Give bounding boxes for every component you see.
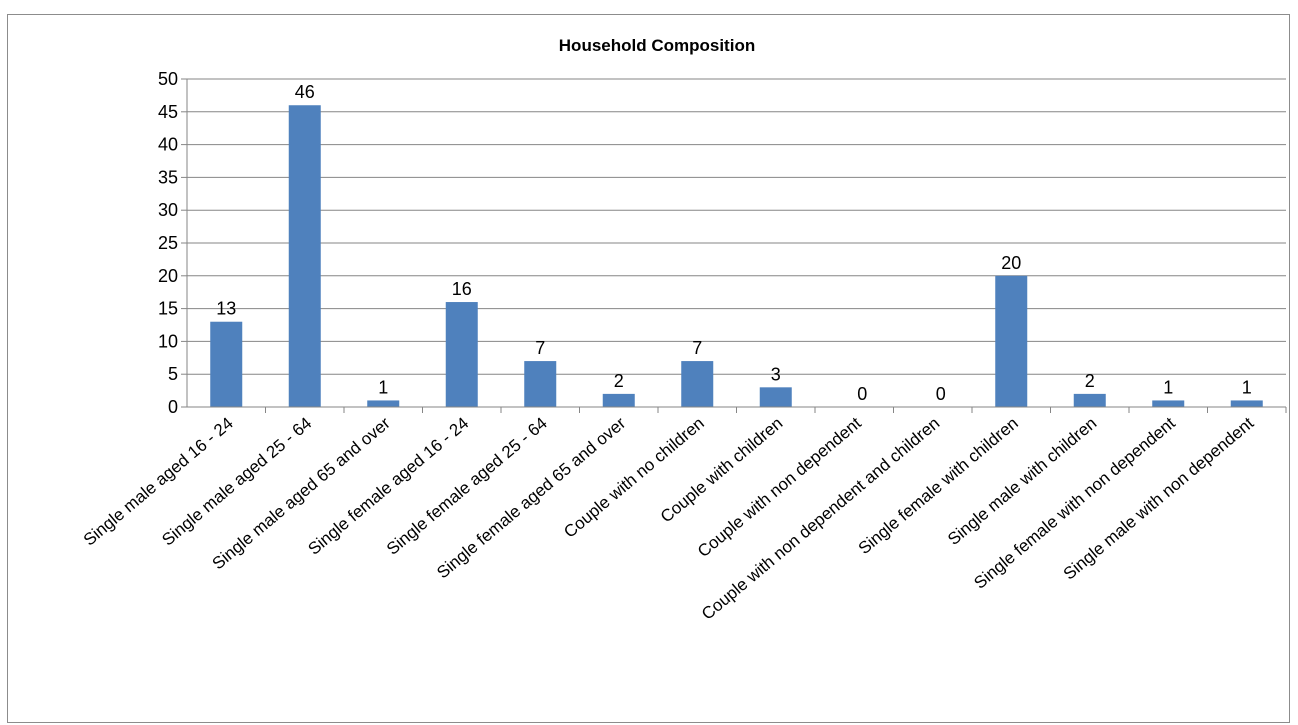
data-label: 1 <box>1242 377 1252 397</box>
y-tick-label: 20 <box>158 266 178 286</box>
data-label: 2 <box>1085 371 1095 391</box>
y-tick-label: 5 <box>168 364 178 384</box>
category-label: Single male aged 16 - 24 <box>80 414 237 550</box>
data-label: 3 <box>771 364 781 384</box>
bar <box>1073 393 1106 407</box>
y-tick-label: 25 <box>158 233 178 253</box>
y-tick-label: 0 <box>168 397 178 417</box>
chart-frame: Household Composition 0 5 10 15 20 25 30 35 40 45… <box>7 14 1290 723</box>
data-label: 7 <box>692 338 702 358</box>
axes <box>181 78 1287 413</box>
data-label: 13 <box>216 299 236 319</box>
bar <box>524 361 557 407</box>
bar <box>210 321 243 407</box>
bars <box>210 105 1263 408</box>
data-label: 7 <box>535 338 545 358</box>
bar <box>1230 400 1263 407</box>
category-label: Single female aged 25 - 64 <box>383 414 551 559</box>
category-label: Single female aged 16 - 24 <box>304 414 472 559</box>
y-tick-label: 50 <box>158 69 178 89</box>
bar <box>1152 400 1185 407</box>
chart-title: Household Composition <box>559 36 755 55</box>
bar <box>602 393 635 407</box>
data-label: 20 <box>1001 253 1021 273</box>
y-tick-label: 15 <box>158 299 178 319</box>
bar <box>445 302 478 407</box>
bar <box>995 275 1028 407</box>
data-label: 16 <box>452 279 472 299</box>
bar <box>759 387 792 407</box>
category-label: Couple with non dependent <box>694 413 865 561</box>
bar <box>367 400 400 407</box>
y-tick-label: 35 <box>158 167 178 187</box>
category-label: Single male aged 25 - 64 <box>158 414 315 550</box>
data-label: 2 <box>614 371 624 391</box>
y-axis-tick-labels: 0 5 10 15 20 25 30 35 40 45 50 <box>158 69 178 417</box>
y-tick-label: 40 <box>158 135 178 155</box>
y-tick-label: 10 <box>158 331 178 351</box>
category-label: Couple with no children <box>560 414 708 542</box>
y-tick-label: 30 <box>158 200 178 220</box>
data-label: 1 <box>1163 377 1173 397</box>
data-label: 0 <box>936 384 946 404</box>
bar <box>288 105 321 408</box>
data-labels: 13 46 1 16 7 2 7 3 0 0 20 2 1 1 <box>216 82 1252 404</box>
bar <box>681 361 714 407</box>
bar-chart: Household Composition 051015202530354045… <box>80 36 1287 624</box>
data-label: 1 <box>378 377 388 397</box>
data-label: 0 <box>857 384 867 404</box>
category-label: Single female with children <box>855 414 1022 559</box>
data-label: 46 <box>295 82 315 102</box>
gridlines <box>187 78 1286 375</box>
category-label: Single male with children <box>944 414 1100 549</box>
y-tick-label: 45 <box>158 102 178 122</box>
